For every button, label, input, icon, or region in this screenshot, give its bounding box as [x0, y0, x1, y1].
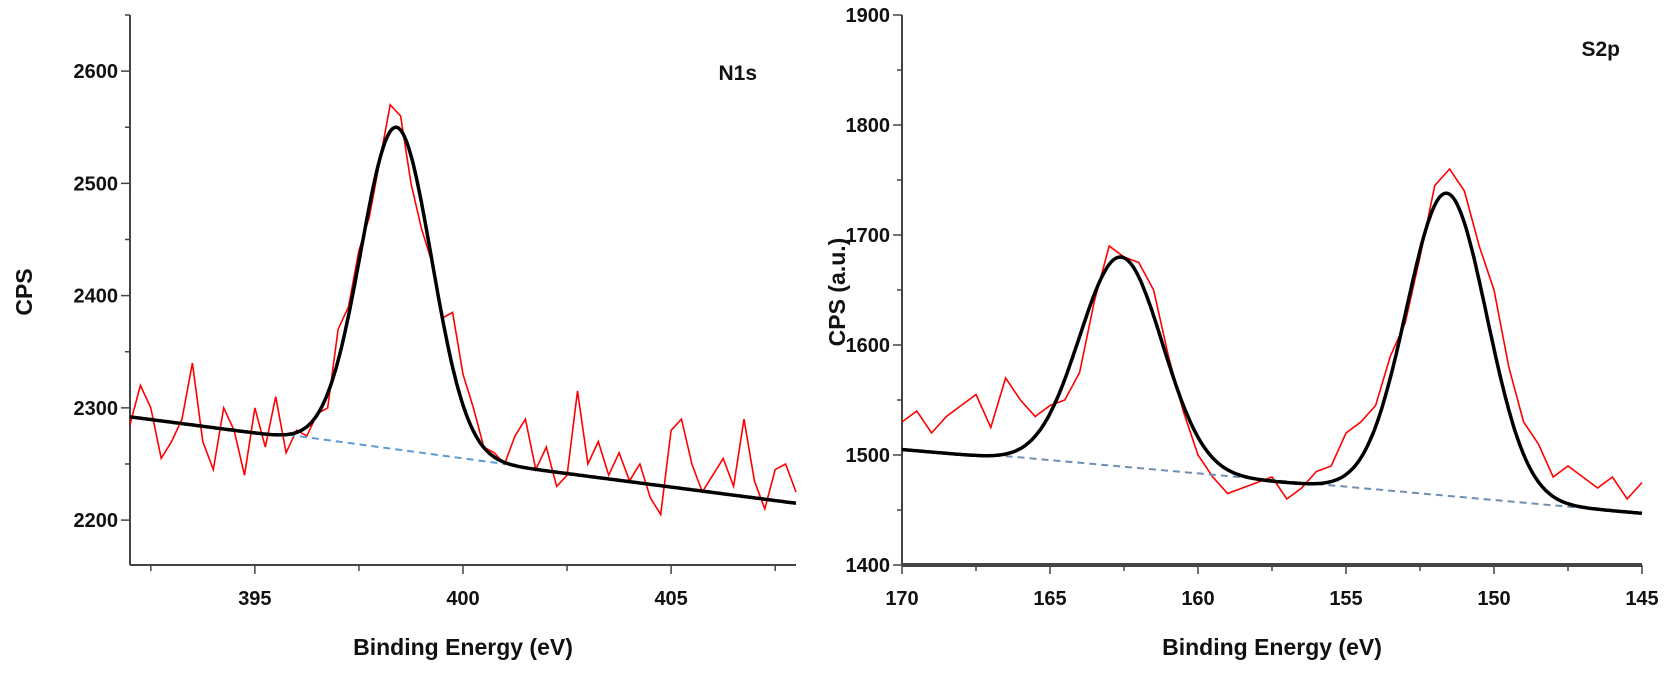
s2p-x-tick-label: 170 — [885, 588, 918, 610]
s2p-x-tick-label: 155 — [1329, 588, 1362, 610]
s2p-y-tick-label: 1800 — [846, 115, 891, 137]
n1s-x-tick-label: 395 — [238, 588, 271, 610]
s2p-raw-spectrum — [901, 167, 1643, 501]
n1s-y-tick-label: 2300 — [74, 398, 119, 420]
n1s-y-axis-title: CPS — [11, 268, 37, 315]
n1s-x-tick-label: 400 — [446, 588, 479, 610]
s2p-y-axis-title: CPS (a.u.) — [824, 238, 850, 347]
s2p-x-tick-label: 145 — [1625, 588, 1658, 610]
s2p-y-tick-label: 1700 — [846, 225, 891, 247]
s2p-x-tick-label: 165 — [1033, 588, 1066, 610]
s2p-panel-label: S2p — [1581, 38, 1620, 61]
s2p-y-tick-label: 1400 — [846, 555, 891, 577]
s2p-y-tick-label: 1600 — [846, 335, 891, 357]
n1s-y-tick-label: 2200 — [74, 510, 119, 532]
s2p-background-line — [1005, 455, 1643, 515]
n1s-y-tick-label: 2500 — [74, 173, 119, 195]
n1s-x-axis-title: Binding Energy (eV) — [353, 634, 573, 660]
s2p-x-tick-label: 150 — [1477, 588, 1510, 610]
s2p-y-tick-label: 1900 — [846, 5, 891, 27]
s2p-y-tick-label: 1500 — [846, 445, 891, 467]
n1s-y-tick-label: 2400 — [74, 286, 119, 308]
n1s-raw-spectrum — [129, 103, 797, 517]
s2p-panel: S2p Binding Energy (eV) CPS (a.u.) 1400 1… — [824, 5, 1659, 660]
n1s-background-line — [288, 433, 505, 465]
n1s-x-tick-label: 405 — [654, 588, 687, 610]
n1s-panel-label: N1s — [718, 62, 757, 85]
n1s-fit-curve — [129, 125, 797, 506]
n1s-y-tick-label: 2600 — [74, 61, 119, 83]
s2p-x-tick-label: 160 — [1181, 588, 1214, 610]
n1s-panel: N1s Binding Energy (eV) CPS 2200 2300 2400… — [11, 14, 797, 660]
s2p-x-axis-title: Binding Energy (eV) — [1162, 634, 1382, 660]
s2p-fit-curve — [901, 191, 1643, 516]
